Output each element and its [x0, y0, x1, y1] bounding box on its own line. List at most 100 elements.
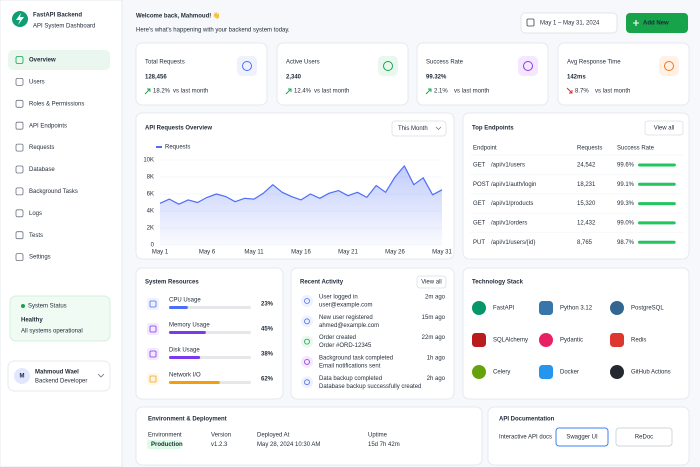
status-label: System Status: [28, 304, 67, 310]
avatar-initial: M: [20, 374, 25, 380]
nav-item[interactable]: Overview: [29, 58, 56, 64]
resource-glyph: [149, 300, 157, 308]
activity-glyph: [304, 338, 310, 345]
trend-arrow: [425, 88, 432, 95]
x-tick-label: May 11: [244, 250, 264, 256]
status-dot: [21, 304, 25, 308]
date-picker[interactable]: [520, 12, 618, 34]
view-all-button[interactable]: [644, 120, 684, 136]
kpi-value: 2,340: [286, 75, 302, 81]
nav-item[interactable]: Settings: [29, 255, 51, 261]
page-title: Welcome back, Mahmoud! 👋: [136, 12, 220, 20]
trend-arrow: [144, 88, 151, 95]
tech-name: FastAPI: [493, 306, 515, 312]
tech-name: Celery: [493, 370, 510, 376]
user-card[interactable]: [7, 360, 111, 392]
tech-logo: [472, 365, 486, 379]
usage-value: 23%: [261, 302, 274, 308]
activity-title: Order created: [319, 335, 356, 341]
y-tick-label: 8K: [147, 175, 154, 181]
y-tick-label: 4K: [147, 209, 154, 215]
endpoint-path: /api/v1/users: [491, 163, 525, 169]
nav-icon: [15, 231, 24, 240]
endpoint-path: /api/v1/products: [491, 201, 533, 207]
tech-name: Pydantic: [560, 338, 583, 344]
activity-icon: [301, 335, 313, 348]
success-rate: 99.6%: [617, 163, 635, 169]
usage-bar: [169, 381, 220, 384]
nav-icon: [15, 121, 24, 130]
activity-icon: [301, 376, 313, 389]
tech-name: SQLAlchemy: [493, 338, 528, 344]
x-tick-label: May 6: [199, 250, 216, 256]
view-all-button[interactable]: [416, 275, 447, 289]
tech-name: Docker: [560, 370, 579, 376]
column-header: Endpoint: [473, 146, 497, 152]
field-value: v1.2.3: [211, 442, 228, 448]
kpi-note: vs last month: [173, 89, 208, 95]
card: [290, 267, 455, 400]
activity-detail: Database backup successfully created: [319, 384, 421, 390]
resource-name: Disk Usage: [169, 348, 200, 354]
card: [416, 42, 549, 106]
trend-arrow: [285, 88, 292, 95]
http-method: GET: [473, 201, 486, 207]
docs-button[interactable]: [555, 427, 609, 447]
y-tick-label: 6K: [147, 192, 154, 198]
kpi-icon-mark: [383, 61, 393, 71]
tech-logo: [610, 301, 624, 315]
status-state: Healthy: [21, 318, 43, 324]
period-select[interactable]: [391, 120, 447, 137]
endpoint-path: /api/v1/orders: [491, 220, 527, 226]
nav-item[interactable]: Users: [29, 79, 45, 85]
nav-item[interactable]: Database: [29, 167, 55, 173]
activity-icon: [301, 355, 313, 368]
status-message: All systems operational: [21, 329, 83, 335]
nav-item[interactable]: Requests: [29, 145, 54, 151]
nav-item[interactable]: Background Tasks: [29, 189, 78, 195]
nav-item[interactable]: Roles & Permissions: [29, 101, 84, 107]
usage-bar: [169, 306, 188, 309]
nav-icon: [15, 56, 24, 64]
column-header: Success Rate: [617, 146, 655, 152]
field-label: Deployed At: [257, 433, 290, 439]
nav-item[interactable]: Logs: [29, 211, 42, 217]
kpi-change: 2.1%: [434, 89, 448, 95]
kpi-label: Success Rate: [426, 60, 464, 66]
resource-icon: [147, 298, 159, 310]
resource-icon: [147, 348, 159, 360]
nav-icon: [15, 99, 24, 108]
kpi-value: 99.32%: [426, 75, 447, 81]
activity-detail: ahmed@example.com: [319, 323, 379, 329]
kpi-icon-mark: [242, 61, 252, 71]
usage-value: 62%: [261, 377, 274, 383]
activity-glyph: [304, 298, 310, 304]
http-method: GET: [473, 163, 486, 169]
field-label: Environment: [148, 433, 182, 439]
docs-button-label[interactable]: ReDoc: [635, 435, 653, 441]
kpi-label: Total Requests: [145, 60, 185, 66]
x-tick-label: May 16: [291, 250, 311, 256]
tech-logo: [472, 301, 486, 315]
request-count: 18,231: [577, 182, 596, 188]
card: [557, 42, 690, 106]
tech-name: PostgreSQL: [631, 306, 664, 312]
activity-time: 2m ago: [425, 295, 446, 301]
period-label: This Month: [398, 126, 428, 132]
nav-icon: [15, 253, 24, 262]
section-title: Recent Activity: [300, 280, 344, 286]
nav-item[interactable]: API Endpoints: [29, 123, 67, 129]
add-button[interactable]: [626, 13, 688, 33]
card: [462, 267, 690, 400]
docs-button-label[interactable]: Swagger UI: [566, 435, 598, 441]
kpi-icon-mark: [523, 61, 533, 71]
user-name: Mahmoud Wael: [35, 370, 79, 376]
tech-logo: [610, 333, 624, 347]
x-tick-label: May 26: [385, 250, 405, 256]
nav-item[interactable]: Tests: [29, 233, 43, 239]
docs-button[interactable]: [615, 427, 673, 447]
date-range: May 1 – May 31, 2024: [540, 21, 600, 27]
kpi-icon: [237, 56, 257, 76]
kpi-icon: [518, 56, 538, 76]
